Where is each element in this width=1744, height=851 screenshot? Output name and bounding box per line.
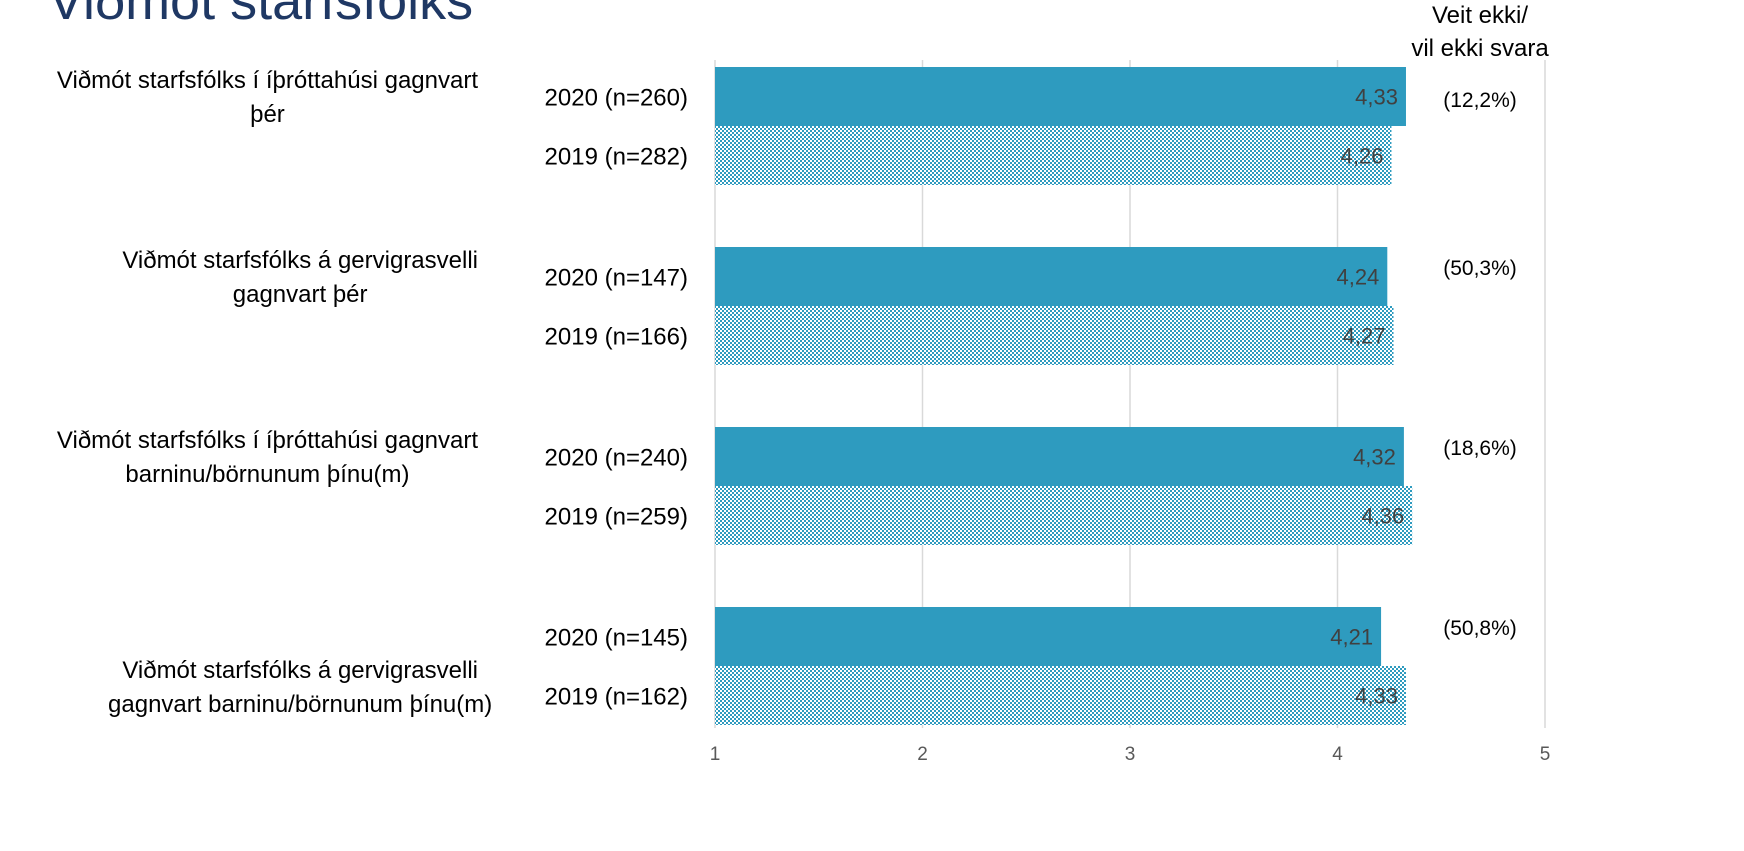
bar-value-label: 4,26 xyxy=(1341,144,1384,169)
bar-value-label: 4,33 xyxy=(1355,85,1398,110)
group-label-line: barninu/börnunum þínu(m) xyxy=(125,461,409,488)
bar-2019 xyxy=(715,306,1394,365)
dont-know-value: (50,3%) xyxy=(1443,257,1517,280)
group-label-line: Viðmót starfsfólks á gervigrasvelli xyxy=(122,657,478,684)
chart-title: Viðmót starfsfólks xyxy=(48,0,474,31)
x-tick-label: 3 xyxy=(1125,744,1136,765)
bar-value-label: 4,36 xyxy=(1361,504,1404,529)
bar-category-label: 2019 (n=166) xyxy=(545,324,688,351)
group-label-line: þér xyxy=(250,101,285,128)
group-label-line: gagnvart barninu/börnunum þínu(m) xyxy=(108,691,492,718)
x-tick-label: 4 xyxy=(1332,744,1343,765)
x-tick-label: 2 xyxy=(917,744,928,765)
group-label-line: Viðmót starfsfólks í íþróttahúsi gagnvar… xyxy=(57,67,478,94)
bar-2020 xyxy=(715,247,1388,306)
group-label-line: gagnvart þér xyxy=(233,281,368,308)
dont-know-value: (18,6%) xyxy=(1443,437,1517,460)
bar-category-label: 2020 (n=260) xyxy=(545,85,688,112)
dont-know-value: (50,8%) xyxy=(1443,617,1517,640)
dont-know-header-line: vil ekki svara xyxy=(1411,35,1549,62)
x-tick-label: 5 xyxy=(1540,744,1551,765)
bar-value-label: 4,21 xyxy=(1330,625,1373,650)
bar-category-label: 2020 (n=240) xyxy=(545,445,688,472)
bar-category-label: 2019 (n=162) xyxy=(545,684,688,711)
group-label-line: Viðmót starfsfólks í íþróttahúsi gagnvar… xyxy=(57,427,478,454)
x-tick-label: 1 xyxy=(710,744,721,765)
bar-2020 xyxy=(715,67,1406,126)
bar-2019 xyxy=(715,126,1392,185)
dont-know-header-line: Veit ekki/ xyxy=(1432,2,1528,29)
bar-category-label: 2020 (n=145) xyxy=(545,625,688,652)
bar-2020 xyxy=(715,427,1404,486)
bar-category-label: 2019 (n=282) xyxy=(545,144,688,171)
bar-2020 xyxy=(715,607,1382,666)
group-label-line: Viðmót starfsfólks á gervigrasvelli xyxy=(122,247,478,274)
dont-know-value: (12,2%) xyxy=(1443,89,1517,112)
bar-value-label: 4,27 xyxy=(1343,324,1386,349)
bar-category-label: 2019 (n=259) xyxy=(545,504,688,531)
bar-2019 xyxy=(715,666,1406,725)
labels: 1 2 3 4 5 4,33 2020 (n=260) 4,26 2019 (n=282) Við… xyxy=(57,2,1550,765)
bar-value-label: 4,33 xyxy=(1355,684,1398,709)
bar-category-label: 2020 (n=147) xyxy=(545,265,688,292)
bar-value-label: 4,32 xyxy=(1353,445,1396,470)
bar-2019 xyxy=(715,486,1413,545)
bar-value-label: 4,24 xyxy=(1336,265,1379,290)
bars xyxy=(715,67,1413,725)
